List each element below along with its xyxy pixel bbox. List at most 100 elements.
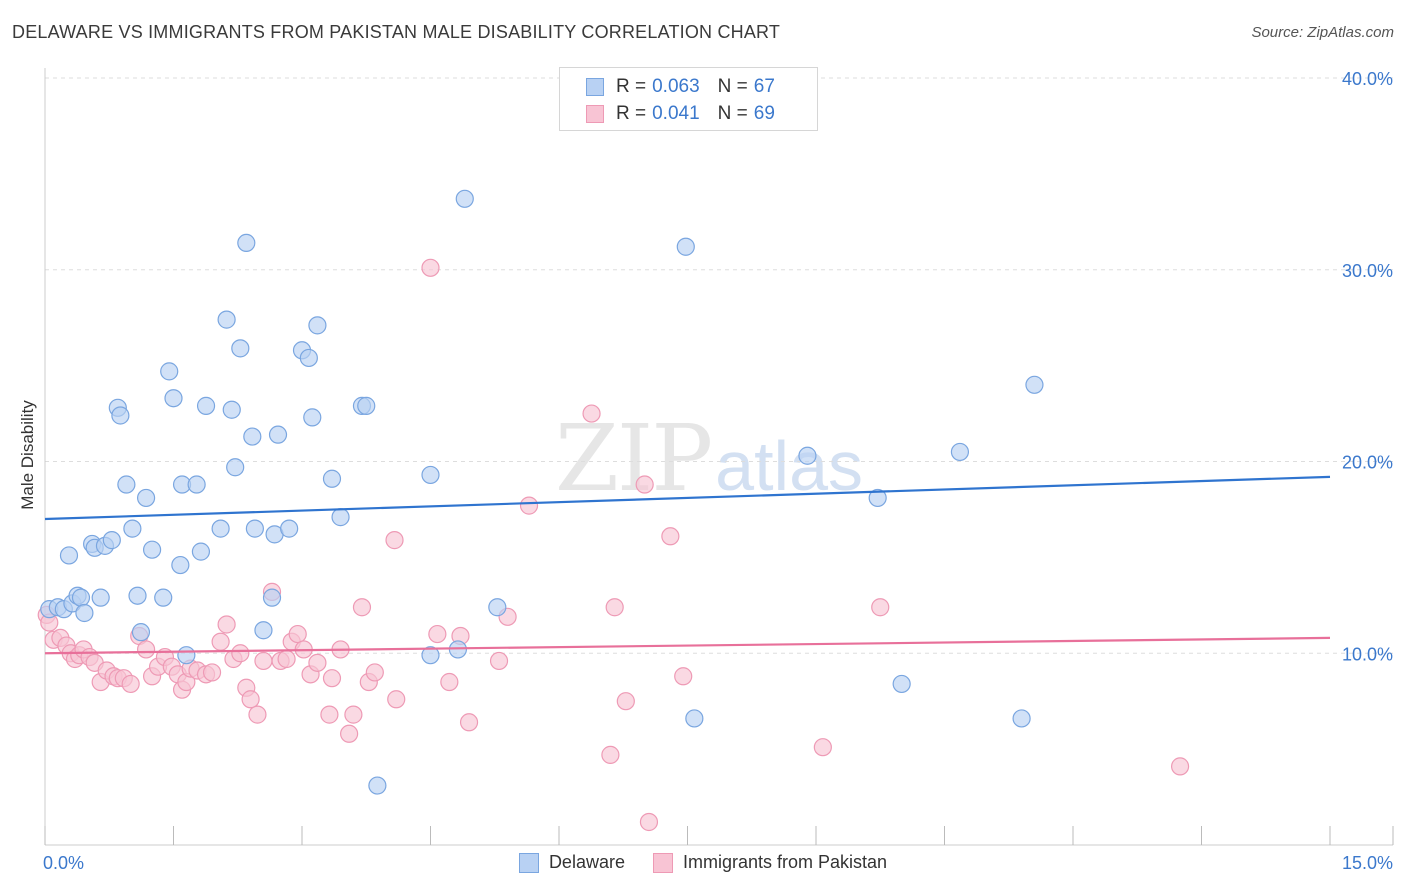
pakistan-point: [582, 404, 601, 423]
x-tick-label: 0.0%: [43, 853, 84, 873]
delaware-point: [123, 519, 142, 538]
delaware-point: [357, 396, 376, 415]
legend-r-label: R =: [616, 76, 647, 97]
pakistan-point: [616, 692, 635, 711]
legend-r-value: 0.041: [652, 103, 700, 124]
legend-label-pakistan: Immigrants from Pakistan: [682, 852, 888, 872]
legend-item-delaware: Delaware: [518, 852, 625, 873]
series-delaware: [40, 189, 1044, 795]
pakistan-point: [344, 705, 363, 724]
legend-n-label: N =: [717, 76, 748, 97]
pakistan-point: [387, 690, 406, 709]
delaware-point: [950, 442, 970, 462]
delaware-point: [196, 396, 216, 415]
delaware-point: [102, 531, 121, 550]
pakistan-point: [322, 669, 342, 688]
delaware-point: [231, 339, 250, 358]
pakistan-point: [674, 667, 693, 686]
pakistan-point: [489, 651, 509, 671]
legend-label-delaware: Delaware: [548, 852, 625, 872]
pakistan-point: [248, 705, 267, 724]
series-legend: Delaware Immigrants from Pakistan: [0, 852, 1406, 873]
pakistan-point: [231, 644, 250, 663]
delaware-point: [268, 425, 288, 444]
legend-row-pakistan: R = 0.041 N = 69: [586, 103, 775, 125]
tick-labels: 10.0% 20.0% 30.0% 40.0% 0.0% 15.0%: [43, 69, 1393, 873]
pakistan-point: [217, 615, 236, 634]
y-tick-label: 30.0%: [1342, 261, 1393, 281]
legend-row-delaware: R = 0.063 N = 67: [586, 76, 775, 98]
delaware-point: [322, 469, 342, 488]
series-pakistan: [37, 258, 1190, 832]
delaware-point: [331, 508, 350, 527]
delaware-point: [164, 389, 183, 408]
delaware-point: [254, 621, 273, 640]
watermark: ZIPatlas: [555, 405, 863, 512]
delaware-point: [191, 542, 211, 561]
pakistan-point: [308, 653, 327, 672]
delaware-point: [59, 546, 79, 565]
pakistan-point: [813, 738, 832, 757]
delaware-point: [154, 588, 173, 607]
delaware-point: [892, 674, 911, 694]
pakistan-point: [639, 812, 659, 832]
trend-line-pakistan: [44, 636, 1331, 655]
pakistan-point: [288, 624, 307, 644]
pakistan-point: [320, 705, 339, 724]
watermark-zip: ZIP: [555, 405, 713, 512]
delaware-point: [685, 709, 704, 728]
pakistan-point: [605, 598, 624, 617]
chart-title: DELAWARE VS IMMIGRANTS FROM PAKISTAN MAL…: [12, 22, 781, 42]
pakistan-point: [365, 663, 384, 682]
delaware-point: [128, 586, 147, 605]
pakistan-point: [121, 674, 140, 694]
legend-swatch-delaware: [586, 78, 604, 96]
legend-swatch-delaware: [518, 852, 539, 873]
delaware-point: [676, 237, 695, 256]
pakistan-point: [635, 475, 654, 494]
delaware-point: [222, 400, 241, 419]
delaware-point: [217, 310, 236, 329]
pakistan-point: [352, 598, 372, 617]
delaware-point: [262, 588, 282, 607]
pakistan-point: [385, 531, 404, 550]
pakistan-point: [421, 258, 440, 277]
delaware-point: [237, 233, 256, 253]
delaware-point: [245, 519, 264, 538]
pakistan-point: [202, 663, 222, 682]
source-credit: Source: ZipAtlas.com: [1251, 24, 1394, 41]
delaware-point: [142, 540, 162, 559]
legend-n-label: N =: [717, 103, 748, 124]
delaware-point: [211, 519, 230, 538]
delaware-point: [171, 555, 190, 575]
delaware-point: [75, 603, 94, 623]
legend-r-value: 0.063: [652, 76, 700, 97]
pakistan-point: [340, 724, 359, 743]
legend-swatch-pakistan: [586, 105, 604, 123]
pakistan-point: [661, 527, 680, 546]
delaware-point: [136, 488, 156, 508]
pakistan-point: [277, 649, 296, 669]
delaware-point: [131, 623, 151, 642]
delaware-point: [160, 362, 179, 381]
legend-swatch-pakistan: [652, 852, 673, 873]
axes: [44, 68, 1394, 846]
delaware-point: [91, 588, 110, 607]
delaware-point: [488, 598, 507, 617]
trend-line-delaware: [44, 475, 1331, 521]
trend-lines: [44, 475, 1331, 655]
legend-n-value: 69: [753, 103, 775, 124]
pakistan-point: [1170, 757, 1190, 776]
delaware-point: [1025, 375, 1044, 394]
pakistan-point: [211, 632, 230, 651]
y-tick-label: 40.0%: [1342, 69, 1393, 89]
pakistan-point: [428, 624, 447, 644]
delaware-point: [71, 588, 91, 607]
grid-lines: [45, 77, 1393, 654]
y-axis-label: Male Disability: [18, 400, 37, 510]
delaware-point: [226, 458, 245, 477]
delaware-point: [177, 646, 196, 665]
delaware-point: [303, 408, 322, 427]
x-tick-label: 15.0%: [1342, 853, 1393, 873]
